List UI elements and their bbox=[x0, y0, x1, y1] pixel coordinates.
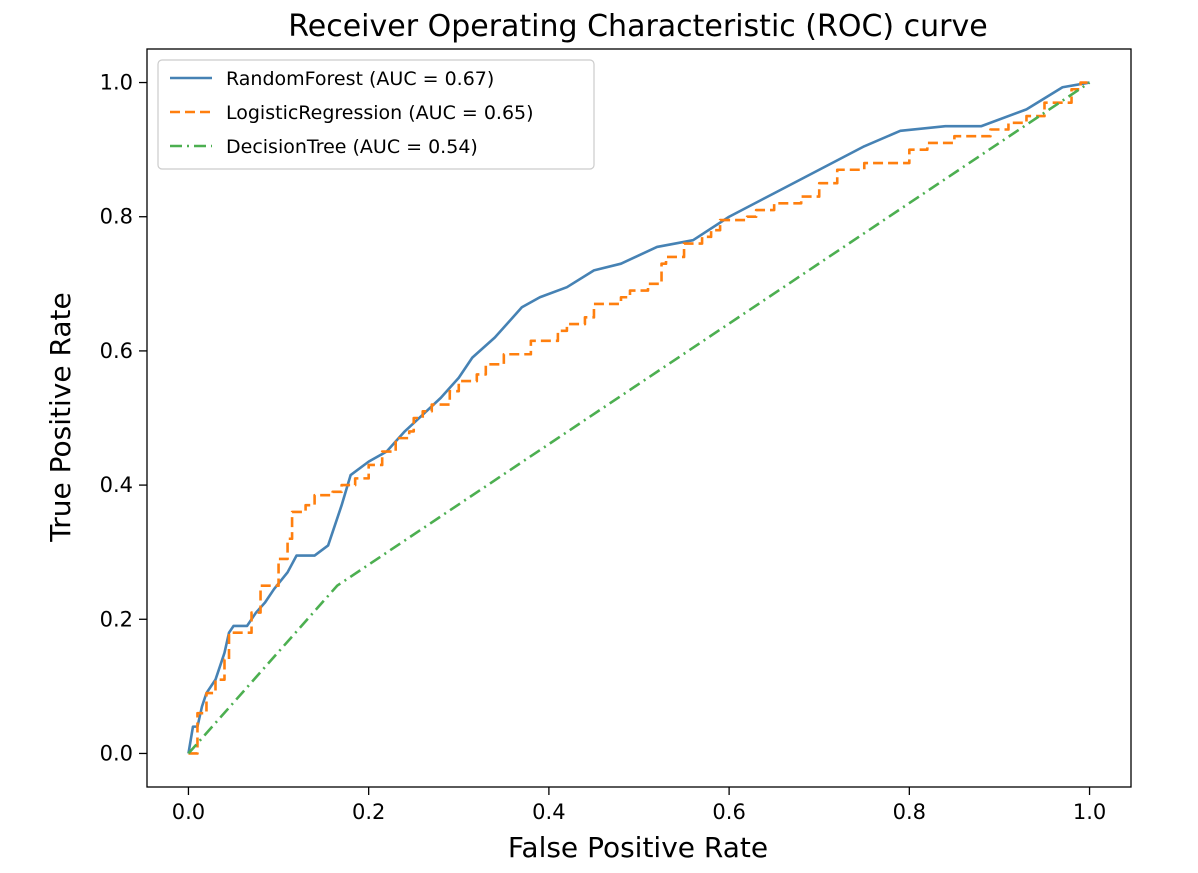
legend-label-1: LogisticRegression (AUC = 0.65) bbox=[226, 102, 534, 124]
y-axis-label: True Positive Rate bbox=[44, 292, 77, 542]
y-tick-label: 0.6 bbox=[100, 339, 133, 363]
legend-box bbox=[157, 59, 595, 170]
y-tick-label: 0.8 bbox=[100, 205, 133, 229]
x-tick-label: 1.0 bbox=[1073, 800, 1106, 824]
x-tick-label: 0.2 bbox=[352, 800, 385, 824]
y-tick-label: 0.4 bbox=[100, 473, 133, 497]
x-tick-label: 0.4 bbox=[532, 800, 565, 824]
x-axis-label: False Positive Rate bbox=[508, 831, 768, 864]
legend-label-0: RandomForest (AUC = 0.67) bbox=[226, 68, 494, 90]
legend: RandomForest (AUC = 0.67) LogisticRegress… bbox=[157, 59, 595, 170]
series-line-2 bbox=[187, 81, 1091, 755]
x-tick-label: 0.0 bbox=[172, 800, 205, 824]
y-axis: 0.0 0.2 0.4 0.6 0.8 1.0 bbox=[100, 71, 147, 765]
x-axis: 0.0 0.2 0.4 0.6 0.8 1.0 bbox=[172, 787, 1106, 824]
plot-frame bbox=[146, 48, 1132, 788]
plot-area bbox=[146, 48, 1132, 788]
y-tick-label: 0.2 bbox=[100, 607, 133, 631]
series-line-1 bbox=[188, 81, 1090, 755]
x-tick-label: 0.6 bbox=[712, 800, 745, 824]
x-tick-label: 0.8 bbox=[893, 800, 926, 824]
y-tick-label: 1.0 bbox=[100, 71, 133, 95]
y-tick-label: 0.0 bbox=[100, 741, 133, 765]
chart-title: Receiver Operating Characteristic (ROC) … bbox=[288, 9, 987, 44]
legend-label-2: DecisionTree (AUC = 0.54) bbox=[226, 136, 478, 158]
